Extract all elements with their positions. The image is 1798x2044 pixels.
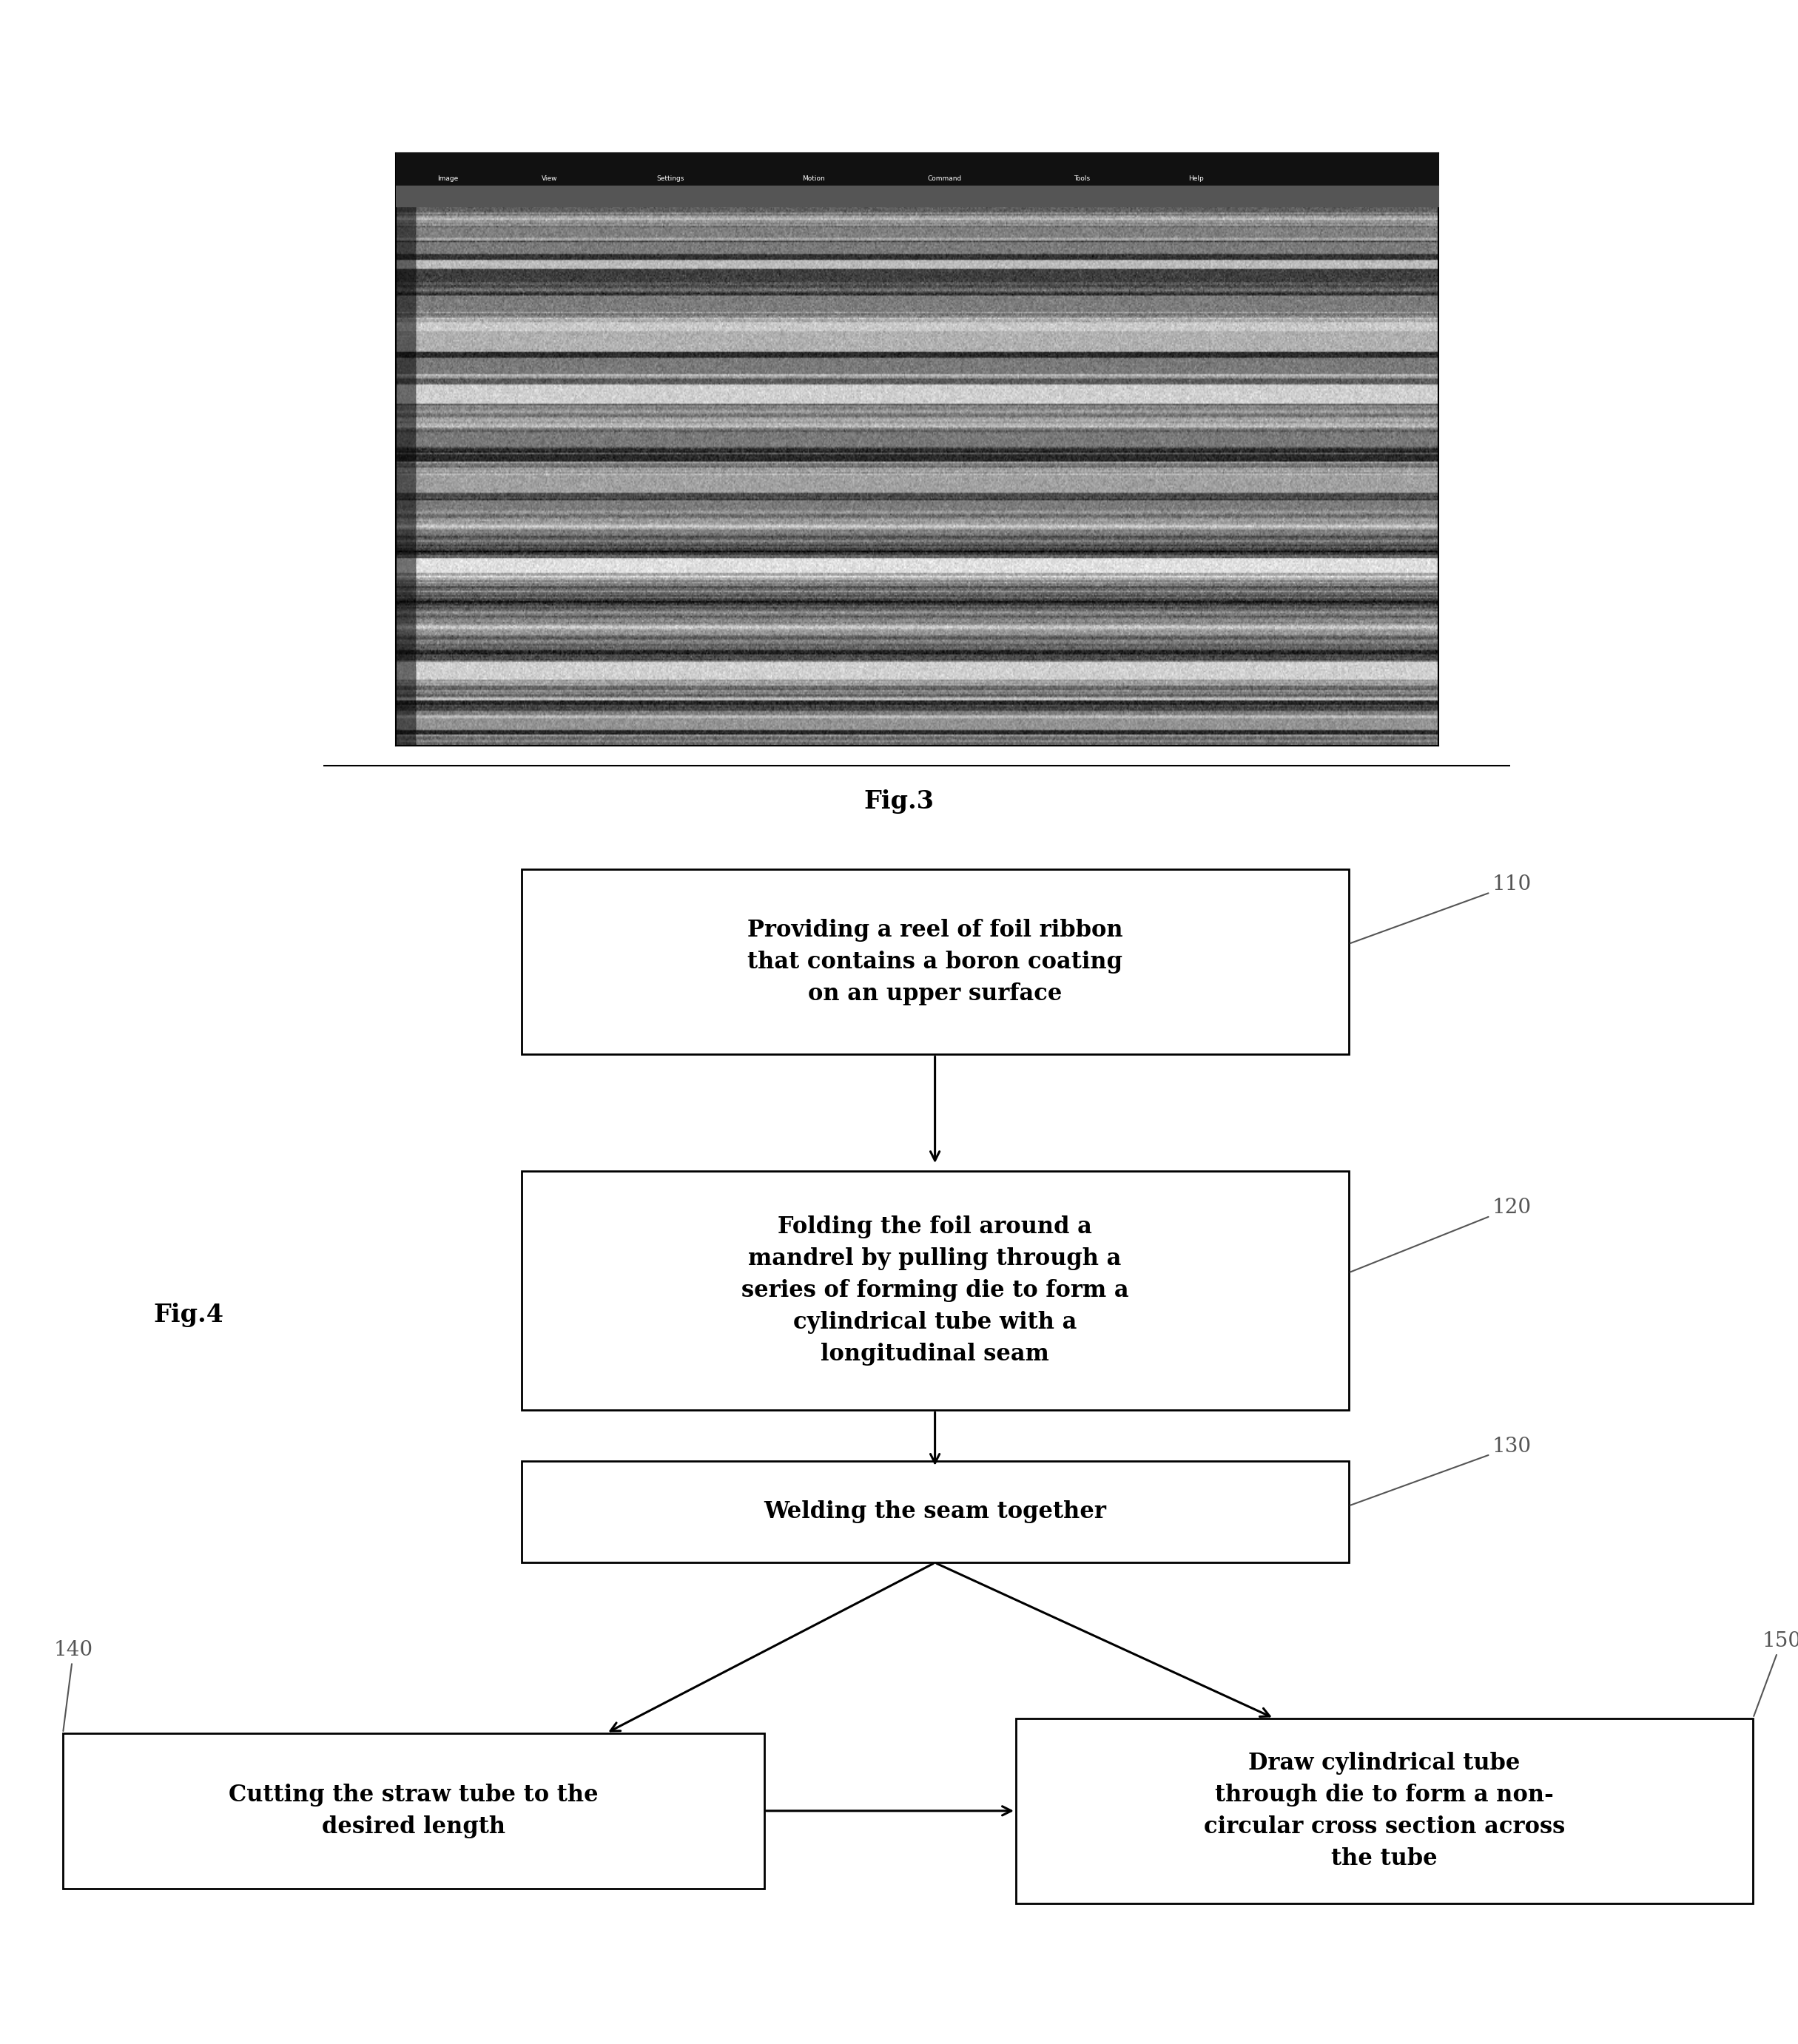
Text: 120: 120	[1350, 1198, 1532, 1271]
Text: 130: 130	[1350, 1437, 1532, 1504]
Text: Image: Image	[437, 176, 458, 182]
FancyBboxPatch shape	[521, 1461, 1348, 1564]
Text: 140: 140	[54, 1639, 93, 1731]
FancyBboxPatch shape	[1016, 1719, 1753, 1903]
Text: Tools: Tools	[1073, 176, 1090, 182]
FancyBboxPatch shape	[63, 1733, 764, 1889]
Text: 110: 110	[1350, 875, 1532, 942]
Text: 150: 150	[1753, 1631, 1798, 1717]
Text: View: View	[541, 176, 557, 182]
Text: Fig.4: Fig.4	[153, 1302, 225, 1327]
Text: Folding the foil around a
mandrel by pulling through a
series of forming die to : Folding the foil around a mandrel by pul…	[741, 1216, 1129, 1365]
Text: Settings: Settings	[656, 176, 683, 182]
Text: Motion: Motion	[802, 176, 825, 182]
Text: Command: Command	[928, 176, 962, 182]
FancyBboxPatch shape	[521, 1171, 1348, 1410]
Text: Cutting the straw tube to the
desired length: Cutting the straw tube to the desired le…	[228, 1784, 599, 1838]
Text: Fig.3: Fig.3	[863, 789, 935, 814]
Text: Providing a reel of foil ribbon
that contains a boron coating
on an upper surfac: Providing a reel of foil ribbon that con…	[748, 918, 1122, 1006]
Text: Draw cylindrical tube
through die to form a non-
circular cross section across
t: Draw cylindrical tube through die to for…	[1205, 1752, 1564, 1870]
Text: Help: Help	[1188, 176, 1203, 182]
FancyBboxPatch shape	[521, 869, 1348, 1055]
Text: Welding the seam together: Welding the seam together	[764, 1500, 1106, 1523]
